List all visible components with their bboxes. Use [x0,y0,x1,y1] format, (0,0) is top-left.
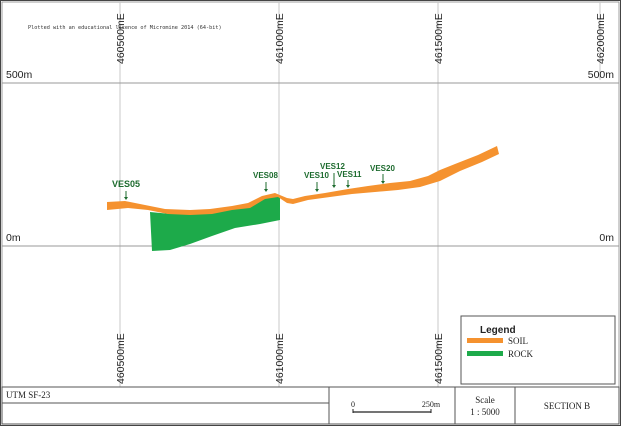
legend-swatch-rock [467,351,503,356]
easting-label-bottom-461000: 461000mE [274,333,286,384]
scale-bar-end: 250m [422,400,441,409]
plot-note: Plotted with an educational licence of M… [28,25,222,31]
scale-value: 1 : 5000 [470,407,500,417]
easting-label-bottom-461500: 461500mE [433,333,445,384]
scale-bar-start: 0 [351,400,355,409]
title-block-border [1,386,620,425]
station-arrowhead-ves20 [381,181,385,184]
legend-label-rock: ROCK [508,349,534,359]
elevation-label-500m-right: 500m [588,69,615,81]
easting-label-top-460500: 460500mE [115,13,127,64]
elevation-label-0m-right: 0m [599,232,614,244]
station-arrowhead-ves11 [346,185,350,188]
legend: Legend SOIL ROCK [460,315,616,385]
grid-system-label: UTM SF-23 [6,390,51,400]
elevation-label-500m-left: 500m [6,69,33,81]
rock-body [150,196,280,251]
station-label-ves11: VES11 [337,170,362,179]
station-arrowhead-ves12 [332,185,336,188]
station-label-ves12: VES12 [320,162,345,171]
easting-label-top-462000: 462000mE [595,13,607,64]
legend-swatch-soil [467,338,503,343]
elevation-label-0m-left: 0m [6,232,21,244]
station-label-ves20: VES20 [370,164,395,173]
title-block: UTM SF-23 0 250m Scale 1 : 5000 SECTION … [1,386,620,425]
legend-box [460,315,616,385]
scale-label: Scale [475,395,495,405]
station-label-ves10: VES10 [304,171,329,180]
easting-label-top-461000: 461000mE [274,13,286,64]
easting-label-top-461500: 461500mE [433,13,445,64]
legend-title: Legend [480,325,516,336]
station-label-ves08: VES08 [253,171,278,180]
easting-label-bottom-460500: 460500mE [115,333,127,384]
station-arrowhead-ves10 [315,189,319,192]
legend-label-soil: SOIL [508,336,528,346]
station-arrowhead-ves05 [124,197,128,200]
station-markers [124,173,385,200]
soil-profile [107,146,499,215]
station-arrowhead-ves08 [264,189,268,192]
section-label: SECTION B [544,401,590,411]
station-label-ves05: VES05 [112,179,140,189]
